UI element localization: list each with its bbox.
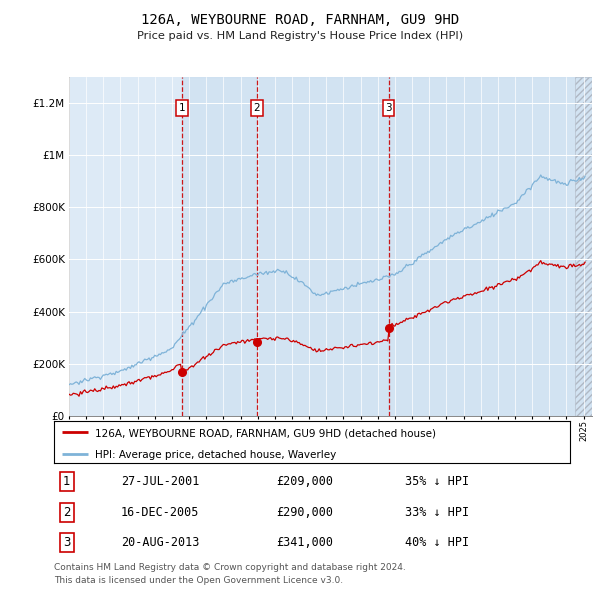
Text: Contains HM Land Registry data © Crown copyright and database right 2024.: Contains HM Land Registry data © Crown c… <box>54 563 406 572</box>
Bar <box>257 77 389 416</box>
Text: Price paid vs. HM Land Registry's House Price Index (HPI): Price paid vs. HM Land Registry's House … <box>137 31 463 41</box>
Text: This data is licensed under the Open Government Licence v3.0.: This data is licensed under the Open Gov… <box>54 576 343 585</box>
Text: 35% ↓ HPI: 35% ↓ HPI <box>405 475 469 488</box>
Text: £209,000: £209,000 <box>276 475 333 488</box>
Text: HPI: Average price, detached house, Waverley: HPI: Average price, detached house, Wave… <box>95 450 337 460</box>
Text: 2: 2 <box>63 506 71 519</box>
Text: £341,000: £341,000 <box>276 536 333 549</box>
Text: 3: 3 <box>385 103 392 113</box>
Text: £290,000: £290,000 <box>276 506 333 519</box>
Text: 40% ↓ HPI: 40% ↓ HPI <box>405 536 469 549</box>
Text: 33% ↓ HPI: 33% ↓ HPI <box>405 506 469 519</box>
Text: 27-JUL-2001: 27-JUL-2001 <box>121 475 199 488</box>
Text: 1: 1 <box>178 103 185 113</box>
Text: 20-AUG-2013: 20-AUG-2013 <box>121 536 199 549</box>
Text: 16-DEC-2005: 16-DEC-2005 <box>121 506 199 519</box>
Bar <box>182 77 257 416</box>
Text: 126A, WEYBOURNE ROAD, FARNHAM, GU9 9HD (detached house): 126A, WEYBOURNE ROAD, FARNHAM, GU9 9HD (… <box>95 428 436 438</box>
Text: 2: 2 <box>254 103 260 113</box>
Text: 3: 3 <box>63 536 71 549</box>
Text: 126A, WEYBOURNE ROAD, FARNHAM, GU9 9HD: 126A, WEYBOURNE ROAD, FARNHAM, GU9 9HD <box>141 13 459 27</box>
Text: 1: 1 <box>63 475 71 488</box>
Bar <box>389 77 592 416</box>
